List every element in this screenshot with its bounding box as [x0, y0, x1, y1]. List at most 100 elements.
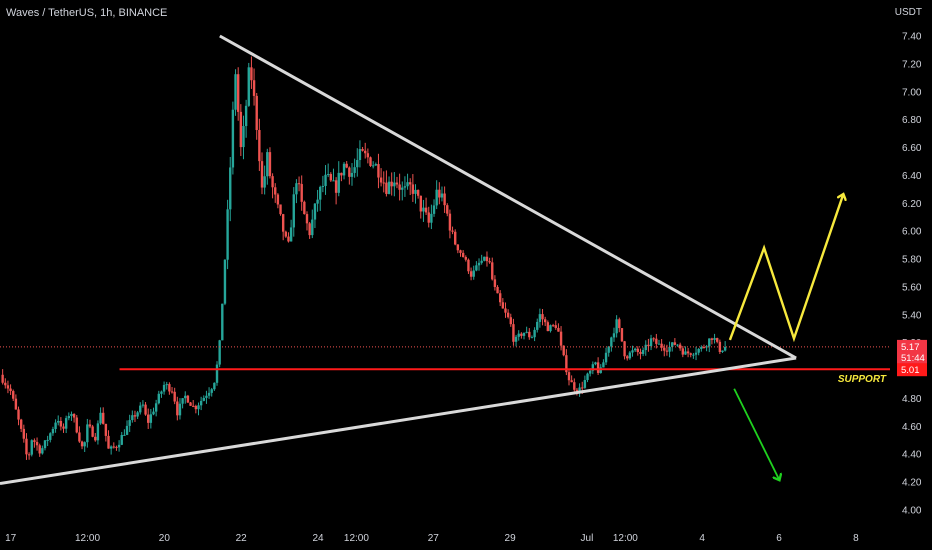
candle-body — [120, 435, 123, 445]
candle-body — [83, 442, 86, 447]
candle-body — [316, 199, 319, 204]
candle-body — [390, 181, 393, 187]
candle-body — [618, 319, 621, 329]
candle-body — [491, 262, 494, 280]
last-price-value: 5.17 — [901, 342, 920, 353]
support-label: SUPPORT — [838, 374, 887, 385]
candle-body — [501, 302, 505, 309]
bullish-projection-arrow[interactable] — [728, 195, 843, 343]
candle-body — [361, 149, 364, 151]
candle-body — [700, 347, 703, 349]
candle-body — [430, 213, 433, 223]
candle-body — [247, 67, 250, 106]
candle-body — [19, 419, 23, 429]
candle-body — [70, 413, 73, 417]
candle-body — [157, 393, 160, 404]
candle-body — [6, 385, 10, 389]
support-price-badge: 5.01 — [897, 363, 927, 377]
price-tick-label: 6.00 — [902, 227, 922, 238]
candle-body — [517, 333, 520, 337]
candle-body — [165, 384, 168, 386]
candle-body — [432, 205, 436, 214]
candle-body — [647, 344, 650, 347]
candle-body — [525, 331, 528, 333]
candle-body — [96, 423, 100, 441]
descending-trendline[interactable] — [219, 34, 797, 360]
candle-body — [551, 325, 555, 327]
candle-body — [655, 338, 658, 344]
time-tick-label: 17 — [5, 533, 17, 544]
candle-body — [35, 441, 39, 446]
candle-body — [554, 325, 557, 328]
time-axis[interactable]: 17 12:00 20 22 24 12:00 27 29 Jul 12:00 4 6 8 — [5, 533, 859, 544]
candle-body — [678, 344, 682, 349]
candle-body — [223, 259, 227, 304]
candle-body — [59, 420, 63, 427]
candle-body — [633, 348, 637, 351]
candle-body — [422, 207, 425, 212]
candle-body — [602, 362, 605, 368]
candle-body — [615, 319, 618, 334]
candle-body — [710, 338, 714, 340]
candle-body — [493, 279, 497, 287]
symbol-title[interactable]: Waves / TetherUS, 1h, BINANCE — [6, 7, 168, 19]
candle-body — [54, 422, 57, 429]
candle-body — [485, 256, 489, 262]
candle-body — [623, 341, 626, 357]
candle-body — [438, 189, 441, 198]
candle-body — [207, 392, 211, 396]
candle-body — [692, 354, 695, 356]
candle-body — [141, 404, 145, 406]
candle-body — [30, 440, 33, 455]
candle-body — [557, 327, 560, 332]
candle-body — [514, 336, 518, 342]
candle-body — [337, 172, 340, 193]
candle-body — [424, 207, 428, 213]
support-price-value: 5.01 — [901, 365, 920, 376]
candle-body — [639, 351, 642, 354]
candle-body — [512, 324, 515, 342]
candle-body — [393, 182, 396, 187]
bearish-projection-arrow[interactable] — [733, 388, 779, 480]
candle-body — [38, 445, 41, 454]
candle-body — [620, 328, 624, 342]
price-tick-label: 4.20 — [902, 478, 922, 489]
candle-body — [178, 403, 182, 416]
candle-body — [443, 193, 446, 206]
candle-body — [631, 350, 634, 353]
candle-body — [673, 342, 677, 345]
candle-body — [109, 446, 113, 449]
candle-body — [565, 355, 568, 373]
candle-body — [329, 174, 333, 181]
candle-body — [475, 265, 478, 271]
candle-body — [112, 446, 116, 448]
ascending-trendline[interactable] — [0, 356, 797, 485]
candle-body — [536, 321, 539, 330]
candle-body — [91, 426, 94, 437]
candle-body — [281, 214, 285, 232]
candle-body — [366, 153, 370, 158]
time-tick-label: 12:00 — [75, 533, 100, 544]
candle-body — [271, 176, 274, 188]
candle-body — [583, 379, 587, 388]
candle-body — [406, 182, 409, 187]
candle-body — [641, 350, 645, 354]
price-tick-label: 5.60 — [902, 282, 922, 293]
candle-body — [401, 187, 404, 190]
candle-body — [459, 250, 462, 253]
price-tick-label: 4.60 — [902, 422, 922, 433]
candle-body — [477, 262, 481, 266]
candle-body — [671, 342, 674, 347]
price-tick-label: 6.40 — [902, 171, 922, 182]
candle-body — [350, 172, 354, 177]
candle-body — [718, 341, 722, 352]
candle-body — [80, 441, 84, 447]
time-tick-label: 8 — [853, 533, 859, 544]
candle-body — [591, 364, 595, 371]
candle-body — [440, 193, 444, 198]
candle-body — [416, 189, 420, 196]
candle-body — [1, 374, 4, 383]
candle-body — [231, 109, 235, 168]
candle-body — [387, 181, 391, 194]
